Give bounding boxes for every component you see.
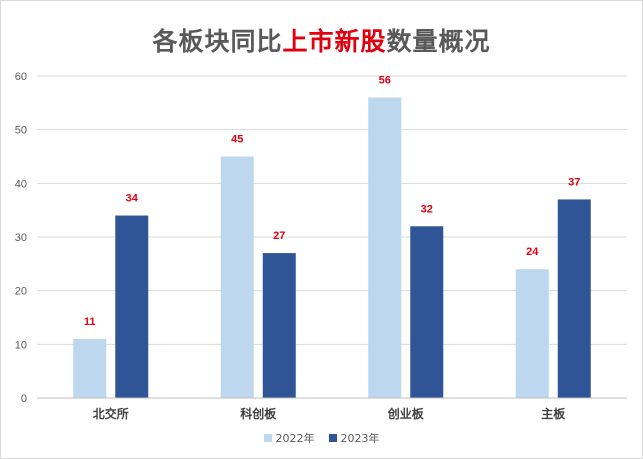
y-tick-label: 40 [15, 178, 27, 190]
bar [220, 156, 254, 398]
bar [262, 253, 296, 398]
bar [557, 199, 591, 398]
x-tick-label: 主板 [541, 406, 566, 421]
y-tick-label: 60 [15, 71, 27, 83]
bar [368, 97, 402, 398]
legend-item-2023: 2023年 [328, 430, 380, 446]
x-tick-label: 科创板 [240, 406, 277, 421]
legend-label-2022: 2022年 [275, 432, 315, 445]
data-label: 34 [126, 193, 139, 205]
chart-title: 各板块同比上市新股数量概况 [0, 22, 643, 58]
title-part-1: 各板块同比 [152, 27, 283, 56]
y-tick-label: 0 [21, 393, 27, 405]
x-tick-label: 北交所 [93, 406, 129, 421]
x-tick-label: 创业板 [387, 406, 425, 421]
legend-label-2023: 2023年 [340, 432, 380, 445]
y-tick-label: 20 [15, 286, 27, 298]
bar [410, 226, 444, 398]
legend-item-2022: 2022年 [263, 430, 315, 446]
legend-swatch-2023 [328, 434, 337, 442]
y-tick-label: 10 [15, 339, 27, 351]
bar [115, 215, 149, 398]
y-tick-label: 50 [15, 125, 27, 137]
data-label: 56 [379, 74, 391, 86]
bar [515, 269, 549, 398]
data-label: 27 [273, 230, 285, 242]
legend: 2022年 2023年 [0, 430, 643, 446]
data-label: 45 [231, 134, 243, 146]
data-label: 32 [421, 203, 433, 215]
data-label: 11 [84, 316, 96, 328]
legend-swatch-2022 [263, 434, 272, 442]
title-highlight: 上市新股 [282, 27, 387, 56]
data-label: 37 [568, 176, 580, 188]
y-tick-label: 30 [15, 232, 27, 244]
title-part-3: 数量概况 [386, 27, 491, 56]
bar [73, 338, 107, 398]
data-label: 24 [526, 246, 539, 258]
